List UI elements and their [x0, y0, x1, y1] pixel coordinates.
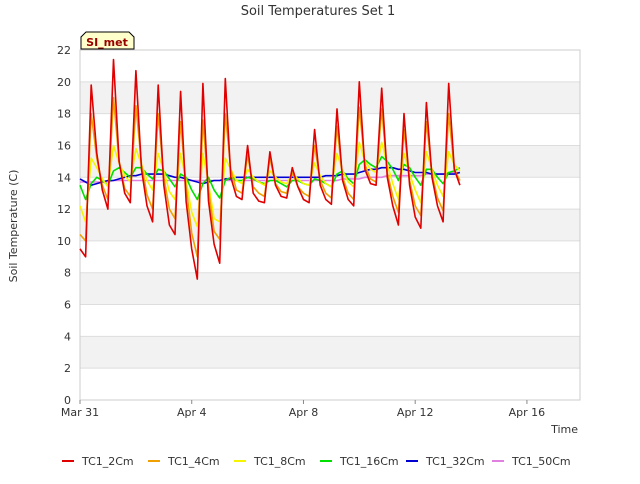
legend-item: TC1_50Cm	[492, 455, 571, 468]
plot-area-frame	[79, 49, 581, 401]
x-tick-label: Apr 8	[289, 406, 319, 419]
background-band	[80, 336, 580, 369]
legend-label: TC1_4Cm	[167, 455, 220, 468]
legend: TC1_2Cm TC1_4Cm TC1_8Cm TC1_16Cm TC1_32Cm TC1…	[62, 455, 571, 468]
y-tick-label: 18	[57, 108, 71, 121]
y-tick-label: 4	[64, 330, 71, 343]
y-tick-label: 10	[57, 235, 71, 248]
y-tick-label: 20	[57, 76, 71, 89]
background-band	[80, 272, 580, 305]
x-axis-ticks: Mar 31 Apr 4 Apr 8 Apr 12 Apr 16	[61, 400, 545, 419]
site-label: SI_met	[86, 36, 128, 49]
x-tick-label: Apr 4	[177, 406, 207, 419]
background-band	[80, 209, 580, 241]
series-line-tc1-2cm	[79, 58, 461, 280]
y-axis-label: Soil Temperature (C)	[7, 170, 20, 283]
y-tick-label: 22	[57, 44, 71, 57]
legend-label: TC1_8Cm	[253, 455, 306, 468]
legend-item: TC1_16Cm	[320, 455, 399, 468]
y-tick-label: 2	[64, 362, 71, 375]
series-lines	[79, 58, 461, 280]
y-tick-label: 0	[64, 394, 71, 407]
y-tick-label: 12	[57, 203, 71, 216]
x-tick-label: Apr 16	[509, 406, 546, 419]
x-axis-label: Time	[550, 423, 578, 436]
legend-item: TC1_8Cm	[234, 455, 306, 468]
plot-background-bands	[80, 81, 580, 369]
legend-item: TC1_4Cm	[148, 455, 220, 468]
legend-item: TC1_32Cm	[406, 455, 485, 468]
site-label-box: SI_met	[80, 31, 135, 50]
legend-label: TC1_2Cm	[81, 455, 134, 468]
x-tick-label: Mar 31	[61, 406, 99, 419]
legend-label: TC1_50Cm	[511, 455, 571, 468]
y-tick-label: 8	[64, 267, 71, 280]
y-tick-label: 6	[64, 299, 71, 312]
y-tick-label: 14	[57, 171, 71, 184]
series-line-tc1-8cm	[79, 141, 461, 228]
x-tick-label: Apr 12	[397, 406, 434, 419]
y-axis-ticks: 0 2 4 6 8 10 12 14 16 18 20 22	[57, 44, 71, 407]
legend-item: TC1_2Cm	[62, 455, 134, 468]
background-band	[80, 81, 580, 114]
legend-label: TC1_16Cm	[339, 455, 399, 468]
chart-title: Soil Temperatures Set 1	[241, 4, 396, 19]
y-tick-label: 16	[57, 139, 71, 152]
legend-label: TC1_32Cm	[425, 455, 485, 468]
